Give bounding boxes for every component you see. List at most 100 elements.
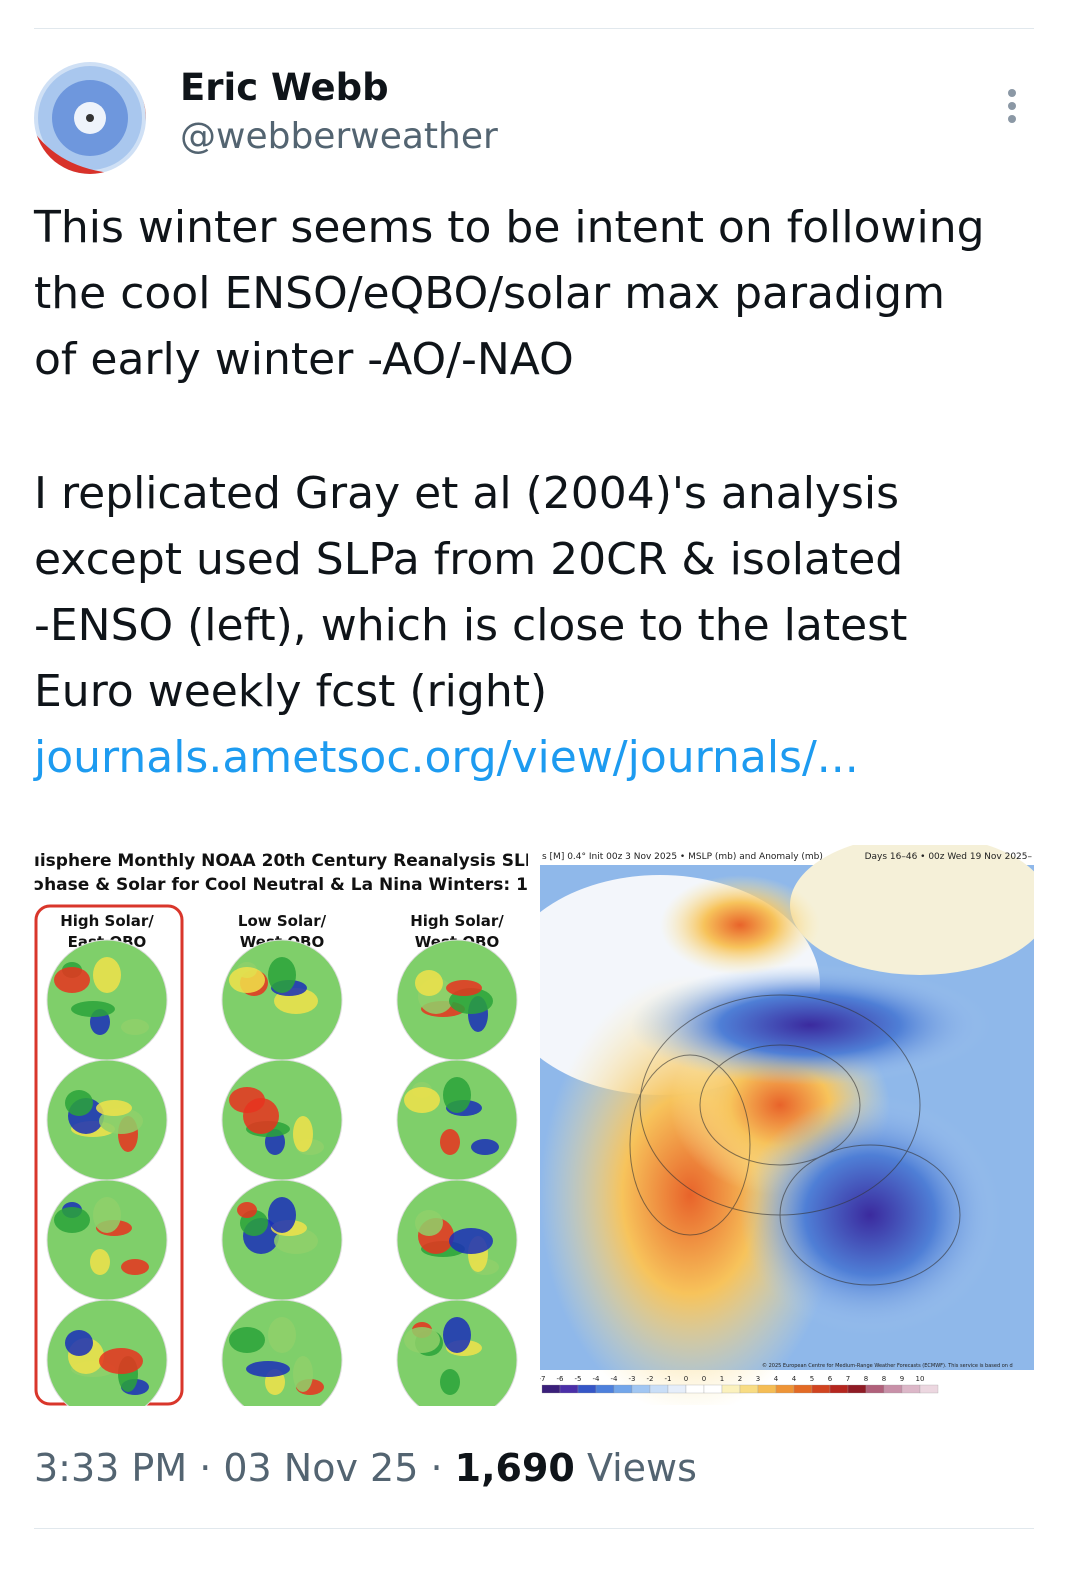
colorbar-swatch <box>883 1384 903 1394</box>
anomaly <box>246 1361 290 1377</box>
colorbar-swatch <box>739 1384 759 1394</box>
anomaly <box>268 1317 296 1353</box>
map-header: Days 16–46 • 00z Wed 19 Nov 2025– <box>865 852 1033 862</box>
anomaly <box>268 957 296 993</box>
anomaly <box>90 1249 110 1275</box>
column-label: High Solar/ <box>60 912 154 930</box>
tweet-link[interactable]: journals.ametsoc.org/view/journals/... <box>34 732 859 783</box>
image-title: ıisphere Monthly NOAA 20th Century Reana… <box>34 851 528 871</box>
anomaly <box>54 967 90 993</box>
column-label: Low Solar/ <box>238 912 327 930</box>
anomaly <box>54 1207 90 1233</box>
colorbar-swatch <box>667 1384 687 1394</box>
colorbar-swatch <box>613 1384 633 1394</box>
colorbar-swatch <box>577 1384 597 1394</box>
anomaly <box>415 1210 443 1236</box>
colorbar-label: 7 <box>846 1375 850 1383</box>
colorbar-label: -3 <box>629 1375 636 1383</box>
tweet-text: -ENSO (left), which is close to the late… <box>34 600 908 651</box>
colorbar-label: 4 <box>792 1375 797 1383</box>
anomaly <box>293 1116 313 1152</box>
colorbar-swatch <box>829 1384 849 1394</box>
anomaly <box>243 1098 279 1134</box>
colorbar-label: 0 <box>684 1375 688 1383</box>
tweet-text: of early winter -AO/-NAO <box>34 334 574 385</box>
colorbar-label: 2 <box>738 1375 742 1383</box>
colorbar-swatch <box>901 1384 921 1394</box>
colorbar-label: 3 <box>756 1375 760 1383</box>
more-button[interactable] <box>1002 88 1022 128</box>
divider <box>34 28 1034 29</box>
right-image[interactable]: s [M] 0.4° Init 00z 3 Nov 2025 • MSLP (m… <box>540 845 1034 1405</box>
colorbar-label: 8 <box>864 1375 868 1383</box>
colorbar-label: 8 <box>882 1375 886 1383</box>
left-image[interactable]: ıisphere Monthly NOAA 20th Century Reana… <box>34 838 528 1406</box>
anomaly <box>71 1001 115 1017</box>
tweet-text: This winter seems to be intent on follow… <box>34 202 985 253</box>
anomaly <box>93 1197 121 1233</box>
anomaly <box>99 1348 143 1374</box>
colorbar-swatch <box>685 1384 705 1394</box>
colorbar-label: 10 <box>916 1375 925 1383</box>
anomaly <box>237 1202 257 1218</box>
anomaly <box>440 1369 460 1395</box>
anomaly <box>440 1129 460 1155</box>
colorbar-swatch <box>721 1384 741 1394</box>
colorbar-label: 5 <box>810 1375 814 1383</box>
anomaly <box>293 1356 313 1392</box>
tweet-time: 3:33 PM <box>34 1446 188 1490</box>
colorbar-label: -1 <box>665 1375 672 1383</box>
colorbar-swatch <box>793 1384 813 1394</box>
colorbar-label: -6 <box>557 1375 565 1383</box>
colorbar-swatch <box>541 1384 561 1394</box>
colorbar-swatch <box>919 1384 939 1394</box>
colorbar-label: 4 <box>774 1375 779 1383</box>
tweet-date: 03 Nov 25 <box>223 1446 419 1490</box>
anomaly <box>443 1317 471 1353</box>
colorbar-label: -5 <box>575 1375 582 1383</box>
anomaly <box>404 1327 440 1353</box>
colorbar-swatch <box>775 1384 795 1394</box>
divider <box>34 1528 1034 1529</box>
colorbar-swatch <box>649 1384 669 1394</box>
colorbar-swatch <box>559 1384 579 1394</box>
anomaly <box>415 970 443 996</box>
anomaly <box>96 1100 132 1116</box>
colorbar-label: -7 <box>540 1375 545 1383</box>
colorbar-swatch <box>595 1384 615 1394</box>
colorbar-swatch <box>865 1384 885 1394</box>
colorbar-swatch <box>631 1384 651 1394</box>
anomaly <box>93 957 121 993</box>
anomaly <box>65 1330 93 1356</box>
anomaly <box>404 1087 440 1113</box>
colorbar-label: 6 <box>828 1375 833 1383</box>
anomaly <box>443 1077 471 1113</box>
tweet-text: the cool ENSO/eQBO/solar max paradigm <box>34 268 945 319</box>
tweet-meta: 3:33 PM · 03 Nov 25 · 1,690 Views <box>34 1446 697 1490</box>
author-name[interactable]: Eric Webb <box>180 66 389 109</box>
tweet-text: Euro weekly fcst (right) <box>34 666 548 717</box>
author-handle[interactable]: @webberweather <box>180 116 498 157</box>
anomaly <box>121 1259 149 1275</box>
column-label: High Solar/ <box>410 912 504 930</box>
views-label: Views <box>586 1446 697 1490</box>
anomaly <box>268 1197 296 1233</box>
anomaly <box>121 1019 149 1035</box>
anomaly <box>446 980 482 996</box>
map-credit: © 2025 European Centre for Medium-Range … <box>762 1362 1013 1369</box>
colorbar-swatch <box>703 1384 723 1394</box>
colorbar-label: -4 <box>593 1375 601 1383</box>
colorbar-label: 1 <box>720 1375 724 1383</box>
avatar[interactable] <box>34 62 146 174</box>
anomaly <box>229 967 265 993</box>
colorbar-label: -2 <box>647 1375 654 1383</box>
anomaly <box>471 1139 499 1155</box>
anomaly <box>449 1228 493 1254</box>
colorbar-swatch <box>757 1384 777 1394</box>
tweet-text: except used SLPa from 20CR & isolated <box>34 534 904 585</box>
views-count: 1,690 <box>454 1446 575 1490</box>
tweet-text: I replicated Gray et al (2004)'s analysi… <box>34 468 900 519</box>
colorbar-swatch <box>847 1384 867 1394</box>
map-header: s [M] 0.4° Init 00z 3 Nov 2025 • MSLP (m… <box>542 852 823 862</box>
